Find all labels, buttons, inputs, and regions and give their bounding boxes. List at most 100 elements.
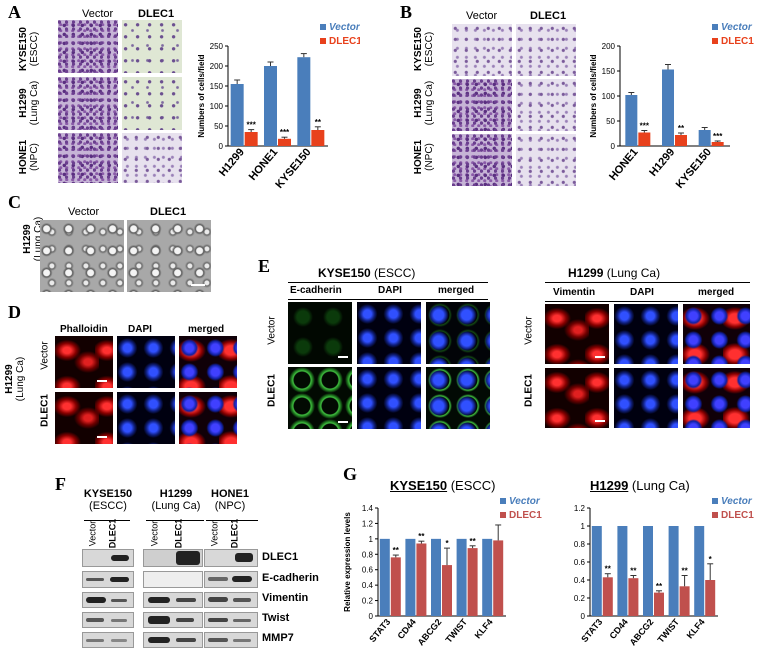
category-label: KLF4 bbox=[473, 617, 495, 641]
significance-marker: ** bbox=[656, 582, 663, 591]
row-label-vector-e: Vector bbox=[266, 316, 278, 345]
bar-dlec1-hone1 bbox=[278, 138, 291, 146]
bar-vector-klf4 bbox=[694, 526, 705, 616]
col-header-dapi-e-right: DAPI bbox=[630, 287, 654, 298]
blot-vim-h1299 bbox=[143, 592, 203, 608]
merged-vector-e-right bbox=[683, 304, 750, 364]
col-header-phalloidin: Phalloidin bbox=[60, 324, 108, 335]
micrograph-a-hone1-vector bbox=[58, 133, 118, 183]
e-left-title-rule bbox=[288, 282, 488, 283]
merged-dlec1-e-right bbox=[683, 368, 750, 428]
y-tick-label: 0.4 bbox=[574, 576, 586, 585]
lane-vector-1: Vector bbox=[87, 520, 98, 547]
bar-dlec1-klf4 bbox=[705, 580, 716, 616]
bar-dlec1-hone1 bbox=[638, 132, 651, 146]
y-tick-label: 0.8 bbox=[574, 540, 586, 549]
group-label-h1299-d: H1299 (Lung Ca) bbox=[4, 356, 26, 402]
bar-vector-h1299 bbox=[662, 69, 674, 146]
phase-image-dlec1 bbox=[127, 220, 211, 292]
row-label-dlec1-e-right: DLEC1 bbox=[523, 374, 535, 407]
legend-swatch bbox=[320, 24, 326, 30]
y-tick-label: 0.8 bbox=[362, 550, 374, 559]
col-header-merged-e-right: merged bbox=[698, 287, 735, 298]
merged-dlec1-d bbox=[179, 392, 237, 444]
significance-marker: *** bbox=[246, 121, 256, 130]
y-tick-label: 0 bbox=[219, 142, 224, 151]
legend-label: Vector bbox=[721, 22, 753, 33]
col-header-dapi-d: DAPI bbox=[128, 324, 152, 335]
micrograph-b-hone1-dlec1 bbox=[516, 134, 576, 186]
col-header-dlec1-b: DLEC1 bbox=[530, 10, 567, 22]
col-header-merged-d: merged bbox=[188, 324, 225, 335]
col-header-merged-e-left: merged bbox=[438, 285, 475, 296]
category-label: ABCG2 bbox=[628, 617, 656, 648]
blot-vim-kyse150 bbox=[82, 592, 134, 608]
legend-swatch bbox=[712, 38, 718, 44]
y-tick-label: 150 bbox=[210, 82, 224, 91]
significance-marker: ** bbox=[605, 565, 612, 574]
row-label-kyse150-b: KYSE150 (ESCC) bbox=[413, 27, 435, 71]
y-tick-label: 250 bbox=[210, 42, 224, 51]
blot-vim-hone1 bbox=[204, 592, 258, 608]
blot-mmp7-h1299 bbox=[143, 632, 203, 648]
y-tick-label: 0 bbox=[611, 142, 616, 151]
micrograph-b-h1299-vector bbox=[452, 79, 512, 131]
y-tick-label: 0 bbox=[581, 612, 586, 621]
lane-vector-3: Vector bbox=[209, 520, 220, 547]
micrograph-b-hone1-vector bbox=[452, 134, 512, 186]
micrograph-a-kyse150-vector bbox=[58, 20, 118, 73]
y-tick-label: 100 bbox=[210, 102, 224, 111]
col-header-ecadherin: E-cadherin bbox=[290, 285, 342, 296]
category-label: TWIST bbox=[655, 616, 681, 644]
category-label: CD44 bbox=[607, 617, 629, 641]
chart-b: 0 50 100 150 200 Numbers of cells/field *** HON… bbox=[589, 22, 754, 191]
y-tick-label: 0.2 bbox=[574, 594, 586, 603]
micrograph-a-hone1-dlec1 bbox=[122, 133, 182, 183]
blot-dlec1-h1299 bbox=[143, 549, 203, 567]
bar-dlec1-klf4 bbox=[493, 540, 504, 616]
micrograph-a-h1299-dlec1 bbox=[122, 77, 182, 130]
significance-marker: *** bbox=[640, 122, 650, 131]
legend-label: DLEC1 bbox=[721, 36, 754, 47]
blot-ecad-hone1 bbox=[204, 571, 258, 588]
merged-vector-d bbox=[179, 336, 237, 388]
bar-vector-kyse150 bbox=[297, 57, 311, 147]
micrograph-b-kyse150-vector bbox=[452, 24, 512, 76]
bar-vector-kyse150 bbox=[698, 130, 711, 146]
bar-dlec1-twist bbox=[467, 548, 478, 616]
y-axis-label: Numbers of cells/field bbox=[589, 54, 598, 137]
y-tick-label: 0.2 bbox=[362, 597, 374, 606]
protein-ecadherin: E-cadherin bbox=[262, 572, 319, 584]
panel-letter-c: C bbox=[8, 192, 21, 212]
y-axis-label: Numbers of cells/field bbox=[197, 54, 206, 137]
significance-marker: ** bbox=[678, 124, 685, 133]
blot-dlec1-kyse150 bbox=[82, 549, 134, 567]
merged-vector-e-left bbox=[426, 302, 490, 364]
legend-swatch bbox=[712, 24, 718, 30]
category-label: KYSE150 bbox=[674, 146, 714, 191]
col-header-dlec1: DLEC1 bbox=[138, 8, 175, 20]
bar-dlec1-stat3 bbox=[602, 577, 613, 616]
f-group-h1299: H1299 (Lung Ca) bbox=[151, 488, 201, 512]
g-right-title: H1299 (Lung Ca) bbox=[590, 478, 690, 493]
micrograph-b-kyse150-dlec1 bbox=[516, 24, 576, 76]
e-right-header-rule bbox=[545, 301, 750, 302]
vimentin-dlec1 bbox=[545, 368, 609, 428]
row-label-h1299-b: H1299 (Lung Ca) bbox=[413, 80, 435, 126]
category-label: CD44 bbox=[395, 617, 417, 641]
bar-vector-stat3 bbox=[591, 526, 602, 616]
bar-dlec1-kyse150 bbox=[311, 130, 325, 146]
chart-g-left: 0 0.2 0.4 0.6 0.8 1 1.2 1.4 Relative expression … bbox=[343, 496, 542, 647]
blot-mmp7-kyse150 bbox=[82, 632, 134, 648]
panel-letter-b: B bbox=[400, 2, 413, 22]
ecadherin-vector bbox=[288, 302, 352, 364]
chart-g-right: 00.20.40.60.811.2**STAT3**CD44**ABCG2**T… bbox=[574, 496, 754, 648]
bar-dlec1-kyse150 bbox=[711, 142, 724, 146]
merged-dlec1-e-left bbox=[426, 367, 490, 429]
significance-marker: ** bbox=[315, 118, 322, 127]
protein-vimentin: Vimentin bbox=[262, 592, 309, 604]
significance-marker: * bbox=[445, 539, 449, 548]
col-header-vector-b: Vector bbox=[466, 10, 498, 22]
bar-dlec1-twist bbox=[679, 586, 690, 616]
bar-vector-klf4 bbox=[482, 538, 493, 616]
